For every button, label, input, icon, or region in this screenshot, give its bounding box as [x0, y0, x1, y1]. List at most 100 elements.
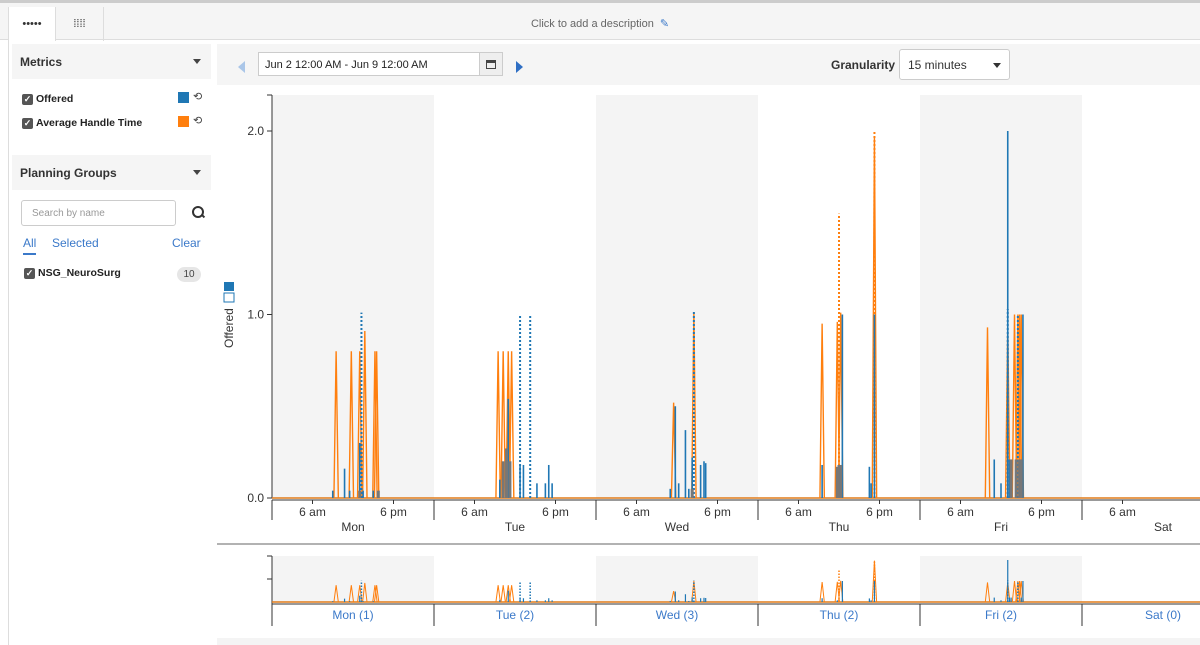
aht-spike	[871, 136, 878, 499]
checkbox-icon[interactable]: ✓	[22, 117, 33, 129]
planning-groups-header[interactable]: Planning Groups	[12, 155, 211, 190]
aht-spike	[690, 312, 697, 499]
search-input[interactable]: Search by name	[21, 200, 176, 226]
reset-icon[interactable]: ⟲	[193, 115, 203, 127]
overview-day-link[interactable]: Sat (0)	[1145, 608, 1181, 622]
reset-icon[interactable]: ⟲	[193, 91, 203, 103]
metric-average-handle-time[interactable]: ✓ Average Handle Time	[22, 117, 143, 129]
overview-aht-spike	[1005, 582, 1011, 603]
aht-spike	[1014, 314, 1021, 499]
aht-spike	[505, 351, 512, 499]
overview-day-band	[920, 556, 1082, 602]
aht-spike	[356, 351, 363, 499]
edit-icon[interactable]: ✎	[659, 18, 670, 30]
overview-day-link[interactable]: Thu (2)	[820, 608, 859, 622]
chevron-down-icon[interactable]	[193, 170, 201, 175]
overview-aht-spike	[505, 585, 511, 603]
aht-spike	[372, 351, 378, 499]
tab-grid-view[interactable]: ⁞⁞⁞⁞	[56, 7, 104, 41]
aht-spike	[1011, 314, 1018, 499]
overview-aht-spike	[362, 582, 368, 603]
checkbox-icon[interactable]: ✓	[22, 93, 33, 105]
aht-spike	[1004, 327, 1011, 499]
overview-day-band	[596, 556, 758, 602]
aht-spike	[373, 351, 380, 499]
day-label: Tue	[505, 520, 526, 534]
overview-day-link[interactable]: Wed (3)	[656, 608, 698, 622]
y-tick-label: 1.0	[247, 308, 264, 322]
view-toolbar: ••••• ⁞⁞⁞⁞ Click to add a description ✎	[0, 0, 1200, 41]
day-label: Fri	[994, 520, 1008, 534]
hour-tick-label: 6 am	[785, 505, 812, 519]
aht-spike	[670, 402, 677, 499]
previous-arrow-icon[interactable]	[238, 61, 245, 73]
day-label: Sat	[1154, 520, 1173, 534]
hour-tick-label: 6 am	[947, 505, 974, 519]
calendar-icon	[486, 60, 496, 69]
offered-color-swatch[interactable]	[178, 92, 189, 103]
overlap-bar	[358, 490, 362, 498]
tab-line-view[interactable]: •••••	[8, 7, 56, 41]
day-band	[596, 95, 758, 498]
chevron-down-icon	[993, 63, 1001, 68]
overlap-bar	[1014, 459, 1018, 498]
overlap-bar	[376, 490, 380, 498]
overview-aht-spike	[495, 585, 501, 603]
overview-day-link[interactable]: Fri (2)	[985, 608, 1017, 622]
group-count-badge: 10	[177, 267, 201, 282]
overlap-bar	[505, 448, 509, 498]
overview-aht-spike	[871, 560, 878, 603]
overlap-bar	[835, 466, 839, 498]
day-label: Mon	[341, 520, 364, 534]
filter-all[interactable]: All	[23, 236, 37, 255]
overlap-bar	[501, 461, 505, 498]
chevron-down-icon[interactable]	[193, 59, 201, 64]
metrics-header[interactable]: Metrics	[12, 44, 211, 79]
hour-tick-label: 6 pm	[866, 505, 893, 519]
granularity-select[interactable]: 15 minutes	[899, 49, 1010, 80]
overview-day-link[interactable]: Tue (2)	[496, 608, 534, 622]
overlap-bar	[1019, 459, 1023, 498]
overview-aht-spike	[984, 582, 991, 603]
overlap-bar	[1018, 459, 1022, 498]
filter-selected[interactable]: Selected	[52, 236, 99, 250]
hour-tick-label: 6 pm	[380, 505, 407, 519]
sidebar: Metrics ✓ Offered ⟲ ✓ Average Handle Time …	[12, 44, 212, 644]
date-range-field[interactable]: Jun 2 12:00 AM - Jun 9 12:00 AM	[258, 52, 480, 76]
chart-toolbar: Jun 2 12:00 AM - Jun 9 12:00 AM Granular…	[217, 44, 1200, 85]
metric-offered[interactable]: ✓ Offered	[22, 93, 74, 105]
legend-offered-swatch[interactable]	[224, 282, 234, 291]
overview-aht-spike	[1015, 580, 1021, 603]
overview-aht-spike	[372, 585, 378, 603]
overview-aht-spike	[500, 585, 506, 603]
hour-tick-label: 6 am	[1109, 505, 1136, 519]
calendar-button[interactable]	[480, 52, 503, 76]
aht-spike	[495, 351, 502, 499]
filter-clear[interactable]: Clear	[172, 236, 201, 250]
hour-tick-label: 6 am	[299, 505, 326, 519]
overlap-bar	[1009, 459, 1013, 498]
overview-aht-spike	[1018, 580, 1024, 603]
legend-offered-dotted-swatch[interactable]	[223, 292, 235, 303]
granularity-label: Granularity	[831, 58, 896, 72]
day-band	[920, 95, 1082, 498]
aht-spike	[837, 312, 844, 499]
aht-spike	[333, 351, 340, 499]
overview-aht-spike	[819, 581, 825, 603]
hour-tick-label: 6 pm	[704, 505, 731, 519]
y-tick-label: 2.0	[247, 124, 264, 138]
day-label: Thu	[829, 520, 850, 534]
aht-color-swatch[interactable]	[178, 116, 189, 127]
overview-aht-spike	[508, 585, 515, 603]
overlap-bar	[508, 461, 512, 498]
next-arrow-icon[interactable]	[516, 61, 523, 73]
overview-scroll-track[interactable]	[217, 638, 1200, 645]
search-icon[interactable]	[192, 206, 204, 218]
overview-aht-spike	[691, 580, 697, 603]
overview-day-link[interactable]: Mon (1)	[332, 608, 373, 622]
overview-aht-spike	[1016, 580, 1023, 603]
hour-tick-label: 6 pm	[542, 505, 569, 519]
description-prompt[interactable]: Click to add a description ✎	[530, 18, 670, 30]
group-nsg-neurosurg[interactable]: ✓ NSG_NeuroSurg	[24, 267, 121, 279]
checkbox-icon[interactable]: ✓	[24, 267, 35, 279]
